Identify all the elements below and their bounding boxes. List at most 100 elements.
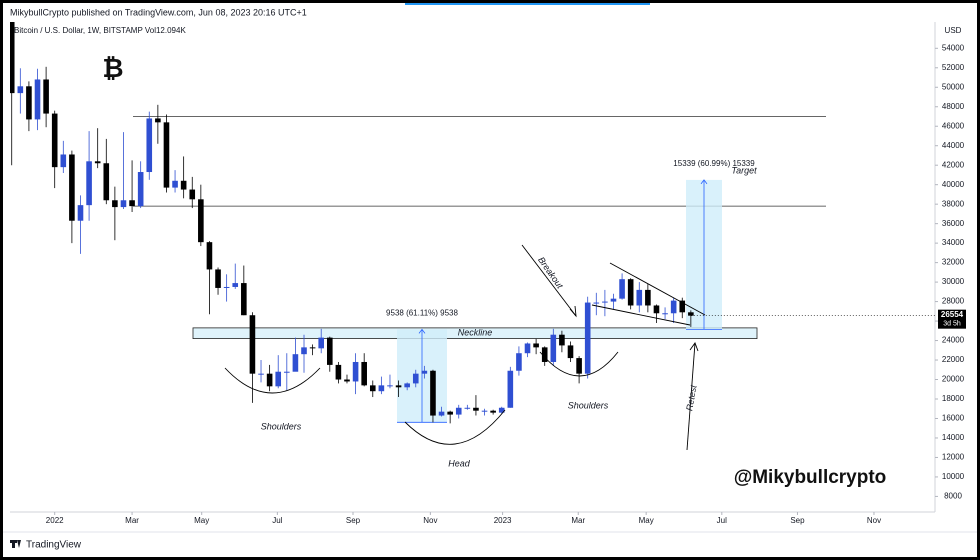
candle-body bbox=[155, 118, 161, 123]
x-tick-label: Sep bbox=[790, 516, 805, 525]
candle-body bbox=[627, 279, 634, 306]
last-price-label: 26554 bbox=[941, 310, 964, 319]
candle-body bbox=[120, 200, 127, 208]
candle-body bbox=[17, 86, 24, 94]
y-tick-label: 24000 bbox=[942, 336, 965, 345]
breakout-arrowhead bbox=[569, 305, 577, 318]
candle-body bbox=[610, 298, 617, 302]
left-shoulder-arc bbox=[224, 367, 321, 394]
y-tick-label: 48000 bbox=[942, 102, 965, 111]
candle-body bbox=[309, 347, 316, 349]
candle-body bbox=[679, 300, 686, 313]
wedge-lower bbox=[591, 304, 691, 326]
candle-body bbox=[584, 302, 591, 374]
x-tick-label: 2023 bbox=[494, 516, 512, 525]
neckline-band bbox=[192, 327, 758, 340]
candle-body bbox=[645, 289, 651, 306]
candle-body bbox=[206, 242, 213, 270]
frame bbox=[3, 3, 977, 557]
candle-body bbox=[567, 345, 574, 359]
annotation: ₿ bbox=[102, 53, 123, 83]
candle-body bbox=[198, 199, 204, 243]
y-tick-label: 14000 bbox=[942, 433, 965, 442]
candle-body bbox=[533, 343, 539, 348]
candle-body bbox=[189, 189, 196, 200]
y-tick-label: 28000 bbox=[942, 297, 965, 306]
candle-body bbox=[275, 371, 282, 387]
candle-body bbox=[662, 313, 668, 315]
y-tick-label: 30000 bbox=[942, 277, 965, 286]
candle-body bbox=[301, 347, 307, 355]
candle-body bbox=[146, 118, 153, 173]
candle-body bbox=[447, 411, 453, 415]
candle-body bbox=[481, 410, 488, 412]
candle-body bbox=[636, 289, 643, 306]
annotation: Shoulders bbox=[568, 400, 609, 410]
candle-body bbox=[335, 364, 342, 380]
y-tick-label: 32000 bbox=[942, 258, 965, 267]
candle-body bbox=[541, 347, 548, 362]
candle-body bbox=[464, 407, 471, 409]
candle-body bbox=[232, 283, 239, 287]
annotation: Head bbox=[448, 458, 471, 468]
candle-body bbox=[51, 113, 58, 168]
candle-body bbox=[43, 79, 49, 114]
candle-body bbox=[378, 385, 385, 392]
candle-body bbox=[163, 122, 170, 188]
candle-body bbox=[103, 163, 110, 201]
candle-body bbox=[490, 410, 496, 413]
y-unit: USD bbox=[945, 26, 962, 35]
head-arc bbox=[404, 409, 506, 445]
candle-body bbox=[559, 334, 565, 346]
annotation: @Mikybullcrypto bbox=[734, 467, 887, 488]
y-tick-label: 42000 bbox=[942, 160, 965, 169]
candle-body bbox=[498, 407, 505, 413]
candle-body bbox=[524, 343, 531, 354]
measure-label: 15339 (60.99%) 15339 bbox=[673, 159, 755, 168]
y-tick-label: 40000 bbox=[942, 180, 965, 189]
footer-brand: TradingView bbox=[26, 540, 82, 551]
countdown-label: 3d 5h bbox=[943, 321, 961, 328]
wedge-upper bbox=[609, 262, 706, 316]
candle-body bbox=[284, 371, 290, 373]
y-tick-label: 12000 bbox=[942, 453, 965, 462]
candle-body bbox=[455, 407, 462, 415]
candle-body bbox=[387, 385, 393, 387]
candle-body bbox=[86, 161, 92, 206]
plot-area bbox=[10, 22, 935, 424]
top-accent bbox=[405, 3, 650, 5]
candle-body bbox=[602, 301, 608, 303]
candle-body bbox=[421, 370, 428, 374]
y-tick-label: 54000 bbox=[942, 43, 965, 52]
candle-body bbox=[266, 373, 273, 387]
candle-body bbox=[473, 407, 479, 411]
candle-body bbox=[593, 302, 600, 304]
y-tick-label: 22000 bbox=[942, 355, 965, 364]
y-tick-label: 50000 bbox=[942, 82, 965, 91]
candle-body bbox=[352, 361, 359, 382]
candle-body bbox=[619, 279, 625, 299]
y-tick-label: 34000 bbox=[942, 238, 965, 247]
candle-body bbox=[653, 305, 660, 314]
candle-body bbox=[26, 86, 32, 120]
measure-arrowhead bbox=[418, 328, 426, 334]
x-tick-label: Nov bbox=[867, 516, 881, 525]
annotation: Retest bbox=[684, 384, 698, 412]
candle-body bbox=[412, 373, 419, 384]
candle-body bbox=[369, 385, 376, 392]
y-tick-label: 38000 bbox=[942, 199, 965, 208]
right-shoulder-arc bbox=[539, 351, 619, 377]
y-tick-label: 20000 bbox=[942, 375, 965, 384]
x-tick-label: Nov bbox=[423, 516, 437, 525]
x-tick-label: Mar bbox=[125, 516, 139, 525]
x-tick-label: 2022 bbox=[46, 516, 64, 525]
candle-body bbox=[112, 200, 118, 208]
tv-logo bbox=[10, 540, 21, 548]
measure-label: 9538 (61.11%) 9538 bbox=[386, 308, 458, 317]
y-tick-label: 46000 bbox=[942, 121, 965, 130]
y-tick-label: 10000 bbox=[942, 472, 965, 481]
annotation: Target bbox=[731, 165, 757, 175]
x-tick-label: Sep bbox=[346, 516, 361, 525]
y-tick-label: 16000 bbox=[942, 414, 965, 423]
